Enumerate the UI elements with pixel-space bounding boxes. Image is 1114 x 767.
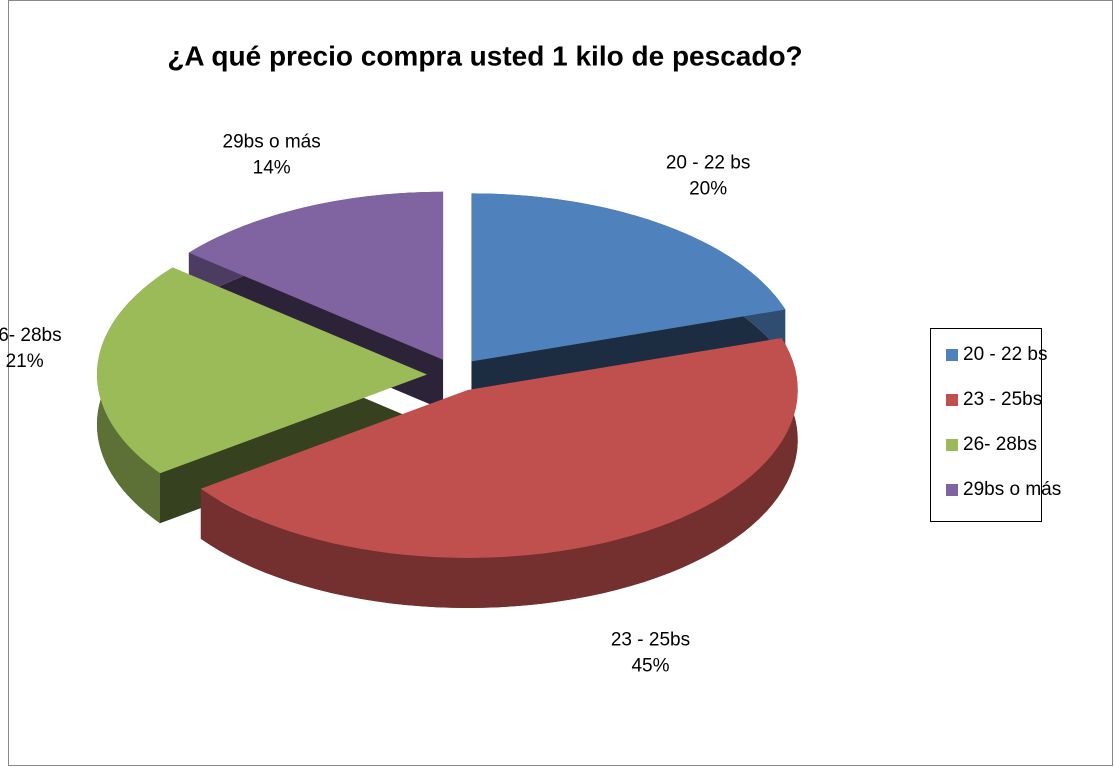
slice: [188, 191, 444, 360]
legend-swatch: [946, 349, 958, 361]
slice: [200, 338, 798, 558]
slice-side: [200, 338, 798, 608]
data-label-value: 14%: [253, 157, 291, 178]
data-label-value: 21%: [6, 351, 44, 372]
data-label-name: 29bs o más: [223, 131, 321, 152]
legend-label: 29bs o más: [963, 479, 1061, 500]
legend-label: 20 - 22 bs: [963, 344, 1048, 365]
slice: [471, 193, 786, 362]
legend-swatch: [946, 394, 958, 406]
legend-swatch: [946, 484, 958, 496]
data-label-name: 23 - 25bs: [611, 630, 690, 651]
data-label-value: 45%: [631, 656, 669, 677]
legend-swatch: [946, 439, 958, 451]
legend-label: 26- 28bs: [963, 434, 1037, 455]
slice: [97, 267, 428, 474]
legend-label: 23 - 25bs: [963, 389, 1042, 410]
chart-title: ¿A qué precio compra usted 1 kilo de pes…: [167, 40, 802, 71]
data-label-name: 26- 28bs: [0, 325, 62, 346]
data-label-name: 20 - 22 bs: [666, 153, 751, 174]
data-label-value: 20%: [689, 179, 727, 200]
